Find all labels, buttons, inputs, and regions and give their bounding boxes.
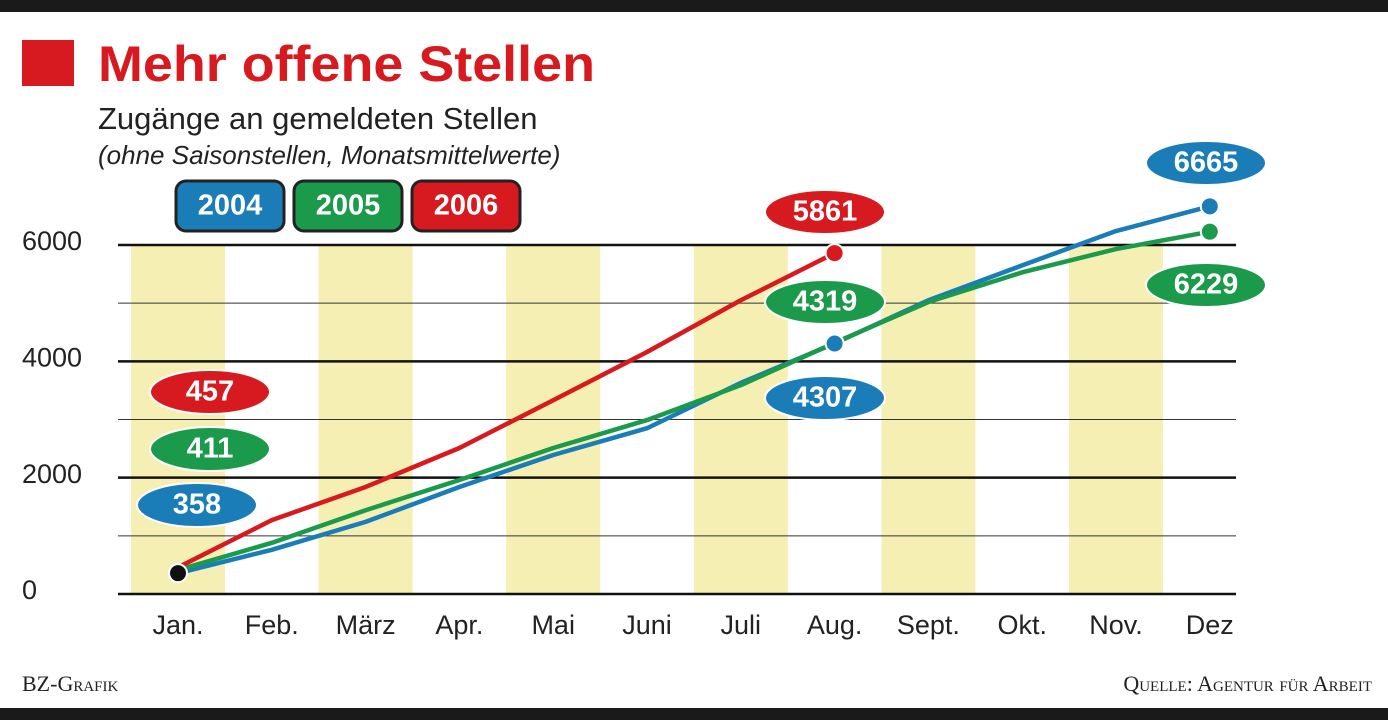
data-label: 457 <box>186 376 234 408</box>
credit: BZ-Grafik <box>22 671 119 696</box>
x-tick-label: Okt. <box>997 610 1047 640</box>
series-line <box>176 251 836 570</box>
bottom-bar <box>0 708 1388 720</box>
label-bubble <box>1145 262 1267 308</box>
label-bubble <box>149 369 271 415</box>
data-label: 358 <box>173 489 221 521</box>
x-tick-label: März <box>336 610 396 640</box>
y-tick-label: 0 <box>22 575 37 605</box>
series-line <box>177 204 1211 576</box>
point <box>824 243 845 264</box>
label-bubble <box>1145 140 1267 186</box>
legend-box <box>292 179 404 233</box>
x-tick-label: Mai <box>531 610 575 640</box>
y-tick-label: 4000 <box>22 342 82 372</box>
point <box>824 333 845 354</box>
data-label: 4319 <box>793 286 858 318</box>
x-tick-label: Sept. <box>897 610 960 640</box>
x-tick-label: Jan. <box>152 610 203 640</box>
x-tick-label: Feb. <box>245 610 299 640</box>
legend-box <box>410 179 522 233</box>
legend-label: 2005 <box>316 190 381 222</box>
y-tick-label: 2000 <box>22 459 82 489</box>
label-bubble <box>149 426 271 472</box>
chart-title: Mehr offene Stellen <box>98 36 595 92</box>
y-tick-label: 6000 <box>22 226 82 256</box>
chart-note: (ohne Saisonstellen, Monatsmittelwerte) <box>98 140 560 170</box>
point <box>1199 196 1220 217</box>
label-bubble <box>764 375 886 421</box>
title-square <box>22 40 74 86</box>
label-bubble <box>136 482 258 528</box>
x-tick-label: Nov. <box>1089 610 1143 640</box>
legend-box <box>174 179 286 233</box>
label-bubble <box>764 279 886 325</box>
source: Quelle: Agentur für Arbeit <box>1123 671 1372 696</box>
x-tick-label: Aug. <box>807 610 863 640</box>
legend-label: 2006 <box>434 190 499 222</box>
data-label: 5861 <box>793 196 858 228</box>
point <box>168 563 188 584</box>
legend-label: 2004 <box>198 190 263 222</box>
series-line <box>177 229 1211 573</box>
top-bar <box>0 0 1388 12</box>
x-tick-label: Apr. <box>435 610 483 640</box>
data-label: 411 <box>187 433 234 465</box>
data-label: 6229 <box>1174 269 1239 301</box>
x-tick-label: Dez <box>1186 610 1234 640</box>
chart-subtitle: Zugänge an gemeldeten Stellen <box>98 101 538 136</box>
label-bubble <box>764 189 886 235</box>
x-tick-label: Juli <box>721 610 762 640</box>
x-tick-label: Juni <box>622 610 672 640</box>
data-label: 4307 <box>793 382 858 414</box>
point <box>1199 221 1220 242</box>
data-label: 6665 <box>1174 147 1239 179</box>
